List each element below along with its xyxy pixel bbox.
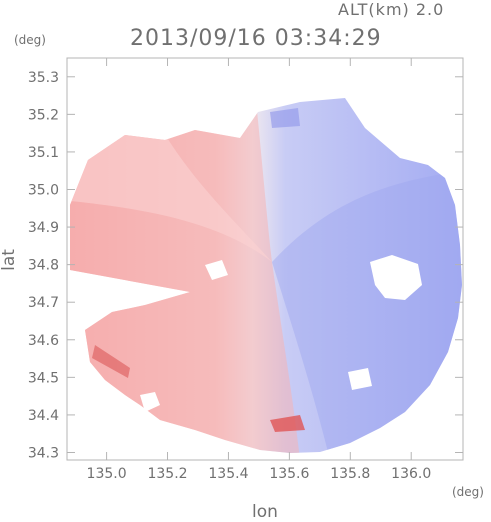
x-tick-label: 135.0 — [87, 466, 127, 482]
x-tick-label: 135.2 — [147, 466, 187, 482]
plot-frame — [66, 57, 464, 461]
coverage-gaps — [140, 255, 422, 412]
x-tick-label: 135.6 — [269, 466, 309, 482]
y-tick-label: 34.4 — [28, 408, 59, 424]
y-tick-label: 34.5 — [28, 370, 59, 386]
y-tick-label: 35.0 — [28, 182, 59, 198]
x-axis-ticks: 135.0 135.2 135.4 135.6 135.8 136.0 — [87, 58, 431, 482]
x-tick-label: 135.4 — [208, 466, 248, 482]
y-tick-label: 34.6 — [28, 333, 59, 349]
x-tick-label: 136.0 — [391, 466, 431, 482]
y-tick-label: 34.7 — [28, 295, 59, 311]
altitude-label: ALT(km) 2.0 — [338, 0, 445, 19]
y-tick-label: 35.3 — [28, 70, 59, 86]
x-tick-label: 135.8 — [330, 466, 370, 482]
plot-border — [66, 57, 464, 461]
y-tick-label: 34.8 — [28, 258, 59, 274]
x-unit-label: (deg) — [452, 485, 484, 499]
y-tick-label: 35.1 — [28, 145, 59, 161]
y-tick-label: 34.3 — [28, 445, 59, 461]
y-tick-label: 35.2 — [28, 107, 59, 123]
x-axis-label: lon — [252, 502, 278, 522]
y-tick-label: 34.9 — [28, 220, 59, 236]
y-unit-label: (deg) — [14, 33, 46, 47]
chart-title: 2013/09/16 03:34:29 — [130, 26, 382, 51]
y-axis-ticks: 34.3 34.4 34.5 34.6 34.7 34.8 34.9 35.0 35.1 35.2… — [28, 70, 463, 461]
